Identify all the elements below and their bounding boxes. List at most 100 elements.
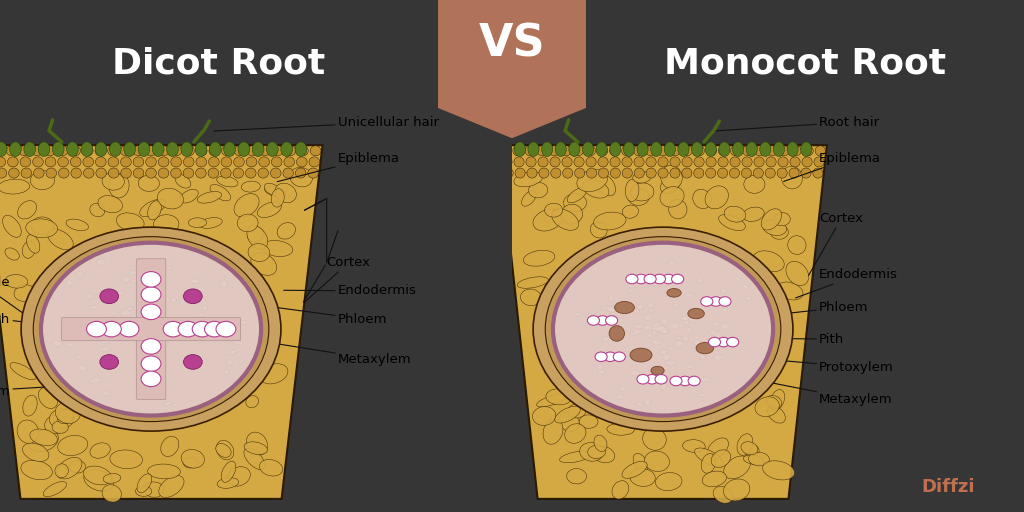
Ellipse shape — [101, 347, 111, 352]
Ellipse shape — [67, 343, 73, 347]
Text: Metaxylem: Metaxylem — [742, 377, 893, 406]
Ellipse shape — [56, 457, 82, 479]
Ellipse shape — [81, 142, 92, 157]
Ellipse shape — [96, 168, 106, 178]
Circle shape — [193, 322, 212, 337]
Ellipse shape — [666, 360, 675, 366]
Ellipse shape — [561, 146, 571, 156]
Ellipse shape — [813, 168, 823, 178]
Ellipse shape — [761, 209, 781, 230]
Ellipse shape — [682, 157, 692, 167]
Ellipse shape — [712, 450, 731, 467]
Ellipse shape — [0, 146, 4, 156]
Ellipse shape — [610, 168, 621, 178]
Circle shape — [663, 274, 675, 284]
Ellipse shape — [555, 407, 581, 423]
Ellipse shape — [658, 157, 668, 167]
Ellipse shape — [121, 168, 131, 178]
Ellipse shape — [630, 332, 639, 335]
Ellipse shape — [70, 460, 86, 473]
Ellipse shape — [132, 315, 138, 319]
Ellipse shape — [96, 259, 105, 265]
Ellipse shape — [601, 306, 610, 309]
Ellipse shape — [264, 183, 281, 196]
Ellipse shape — [7, 157, 18, 167]
Ellipse shape — [545, 203, 563, 217]
Ellipse shape — [137, 309, 144, 314]
Ellipse shape — [284, 157, 295, 167]
Ellipse shape — [155, 311, 162, 315]
Circle shape — [183, 355, 202, 369]
Ellipse shape — [101, 359, 106, 364]
Ellipse shape — [583, 142, 594, 157]
Ellipse shape — [110, 142, 121, 157]
Ellipse shape — [754, 157, 764, 167]
Ellipse shape — [95, 157, 106, 167]
Ellipse shape — [57, 435, 88, 456]
Ellipse shape — [191, 279, 200, 283]
Ellipse shape — [159, 168, 169, 178]
Ellipse shape — [610, 157, 621, 167]
Ellipse shape — [743, 455, 764, 465]
Ellipse shape — [75, 355, 81, 359]
Ellipse shape — [55, 402, 80, 423]
Ellipse shape — [622, 352, 630, 355]
Ellipse shape — [8, 168, 19, 178]
Ellipse shape — [171, 168, 181, 178]
Ellipse shape — [121, 310, 131, 316]
Ellipse shape — [588, 445, 605, 459]
Ellipse shape — [283, 168, 294, 178]
Ellipse shape — [52, 341, 62, 347]
Ellipse shape — [89, 305, 98, 309]
Ellipse shape — [233, 168, 244, 178]
Ellipse shape — [655, 327, 663, 331]
Circle shape — [183, 289, 202, 304]
Circle shape — [670, 376, 682, 386]
Ellipse shape — [660, 165, 682, 189]
Ellipse shape — [586, 157, 596, 167]
Ellipse shape — [70, 146, 81, 156]
Ellipse shape — [719, 215, 745, 230]
Ellipse shape — [247, 146, 258, 156]
Ellipse shape — [713, 486, 733, 503]
Ellipse shape — [199, 218, 222, 228]
Ellipse shape — [741, 168, 752, 178]
Ellipse shape — [658, 326, 666, 330]
Ellipse shape — [150, 328, 155, 332]
Ellipse shape — [574, 168, 585, 178]
Ellipse shape — [180, 189, 199, 203]
Ellipse shape — [175, 175, 190, 188]
Ellipse shape — [110, 450, 142, 468]
Ellipse shape — [595, 173, 615, 196]
Ellipse shape — [634, 157, 644, 167]
Ellipse shape — [568, 404, 586, 418]
Ellipse shape — [676, 336, 682, 339]
Ellipse shape — [232, 341, 243, 345]
Ellipse shape — [45, 157, 56, 167]
Text: Endodermis: Endodermis — [796, 268, 898, 298]
Ellipse shape — [248, 228, 264, 242]
Ellipse shape — [161, 297, 170, 301]
Ellipse shape — [309, 157, 319, 167]
Ellipse shape — [217, 478, 239, 488]
Ellipse shape — [517, 277, 549, 288]
Text: Cortex: Cortex — [809, 212, 863, 275]
Ellipse shape — [691, 142, 702, 157]
Text: Protoxylem: Protoxylem — [742, 357, 894, 374]
Ellipse shape — [19, 146, 30, 156]
Ellipse shape — [71, 168, 82, 178]
Ellipse shape — [271, 189, 285, 207]
Ellipse shape — [765, 168, 775, 178]
Ellipse shape — [196, 168, 206, 178]
Ellipse shape — [628, 284, 636, 288]
Ellipse shape — [705, 340, 714, 346]
Ellipse shape — [83, 157, 93, 167]
Ellipse shape — [564, 424, 586, 443]
Ellipse shape — [227, 467, 250, 486]
Ellipse shape — [543, 419, 563, 444]
Circle shape — [637, 374, 649, 384]
Ellipse shape — [685, 293, 694, 297]
Ellipse shape — [693, 168, 703, 178]
Ellipse shape — [128, 270, 137, 275]
Ellipse shape — [30, 429, 57, 445]
